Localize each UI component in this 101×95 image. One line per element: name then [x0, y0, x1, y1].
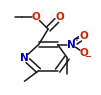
Text: +: + [73, 36, 79, 42]
Text: N: N [67, 40, 76, 49]
Text: O: O [56, 12, 64, 22]
Text: O: O [32, 12, 41, 22]
Text: −: − [84, 52, 91, 61]
Text: N: N [20, 53, 29, 63]
Text: O: O [79, 48, 88, 58]
Text: O: O [79, 31, 88, 41]
